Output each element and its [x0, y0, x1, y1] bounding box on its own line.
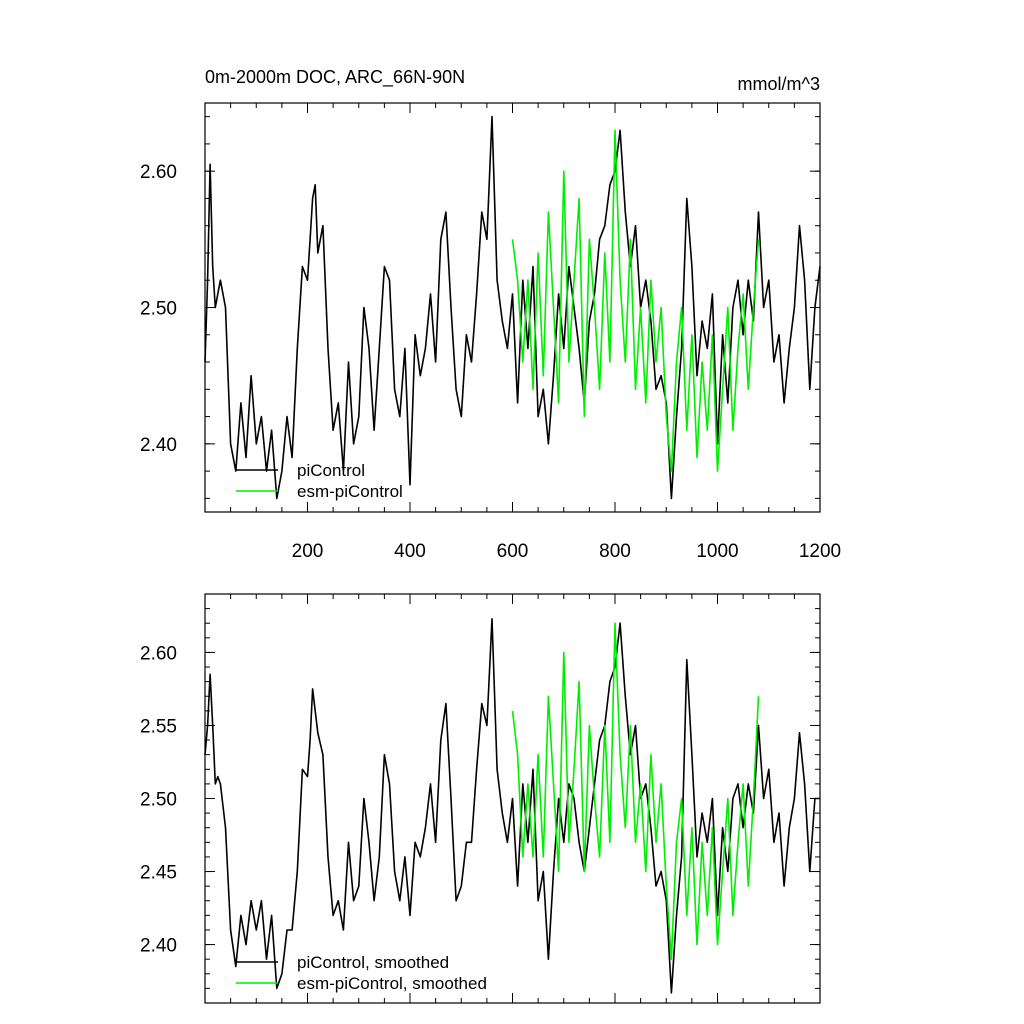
x-tick-label: 800	[599, 541, 631, 562]
series-line-picontrol-smoothed	[204, 618, 820, 994]
y-tick-label: 2.50	[140, 299, 177, 320]
x-tick-label: 400	[394, 541, 426, 562]
y-tick-label: 2.60	[140, 162, 177, 183]
series-line-esm-picontrol	[511, 129, 760, 472]
y-tick-label: 2.60	[140, 643, 177, 664]
series-line-esm-picontrol-smoothed	[511, 622, 760, 960]
x-tick-label: 1200	[799, 541, 841, 562]
x-tick-label: 1000	[696, 541, 738, 562]
chart-title: 0m-2000m DOC, ARC_66N-90N	[205, 67, 465, 88]
chart-units: mmol/m^3	[738, 74, 820, 94]
legend-label: piControl, smoothed	[297, 953, 449, 972]
series-line-picontrol	[204, 115, 821, 500]
legend-label: esm-piControl	[297, 482, 403, 501]
y-tick-label: 2.40	[140, 936, 177, 957]
x-tick-label: 600	[497, 541, 529, 562]
y-tick-label: 2.45	[140, 863, 177, 884]
y-tick-label: 2.50	[140, 790, 177, 811]
y-tick-label: 2.40	[140, 435, 177, 456]
legend-label: piControl	[297, 461, 365, 480]
x-tick-label: 200	[292, 541, 324, 562]
legend-label: esm-piControl, smoothed	[297, 974, 487, 993]
y-tick-label: 2.55	[140, 716, 177, 737]
